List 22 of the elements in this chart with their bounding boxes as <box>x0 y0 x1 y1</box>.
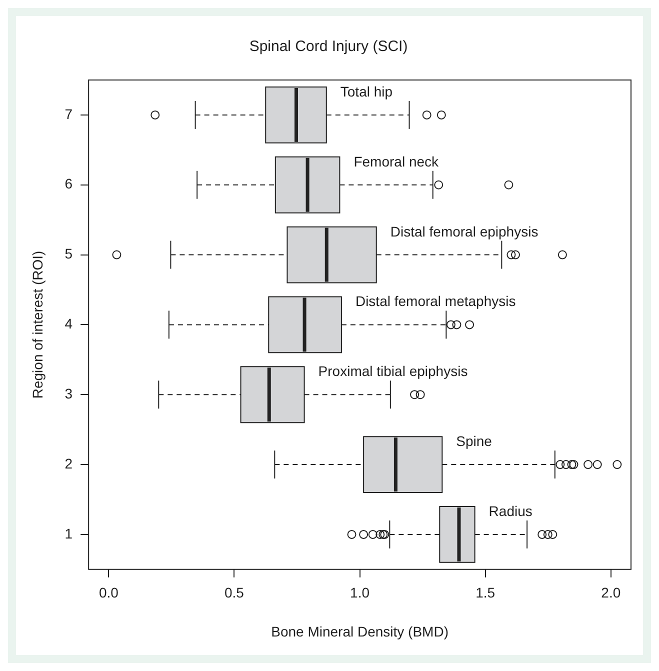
y-tick-label: 2 <box>64 455 73 472</box>
x-tick-label: 1.5 <box>476 584 496 601</box>
chart-title: Spinal Cord Injury (SCI) <box>249 38 408 56</box>
annotation: Femoral neck <box>354 153 440 170</box>
annotation: Radius <box>488 502 532 519</box>
x-tick-label: 2.0 <box>601 584 621 601</box>
y-axis-title: Region of interest (ROI) <box>29 250 46 399</box>
x-axis-title: Bone Mineral Density (BMD) <box>271 623 448 640</box>
y-tick-label: 4 <box>64 316 73 332</box>
y-tick-label: 5 <box>64 246 73 262</box>
annotation: Distal femoral epiphysis <box>390 223 538 240</box>
annotation: Proximal tibial epiphysis <box>318 363 468 380</box>
annotation: Distal femoral metaphysis <box>355 293 516 310</box>
x-tick-label: 0.5 <box>224 584 244 601</box>
y-tick-label: 1 <box>64 525 73 542</box>
y-tick-label: 3 <box>64 385 73 402</box>
x-tick-label: 0.0 <box>98 584 119 601</box>
x-tick-label: 1.0 <box>350 584 370 601</box>
annotation: Spine <box>456 433 492 450</box>
annotation: Total hip <box>340 83 393 100</box>
y-tick-label: 6 <box>64 176 73 192</box>
y-tick-label: 7 <box>64 106 73 122</box>
